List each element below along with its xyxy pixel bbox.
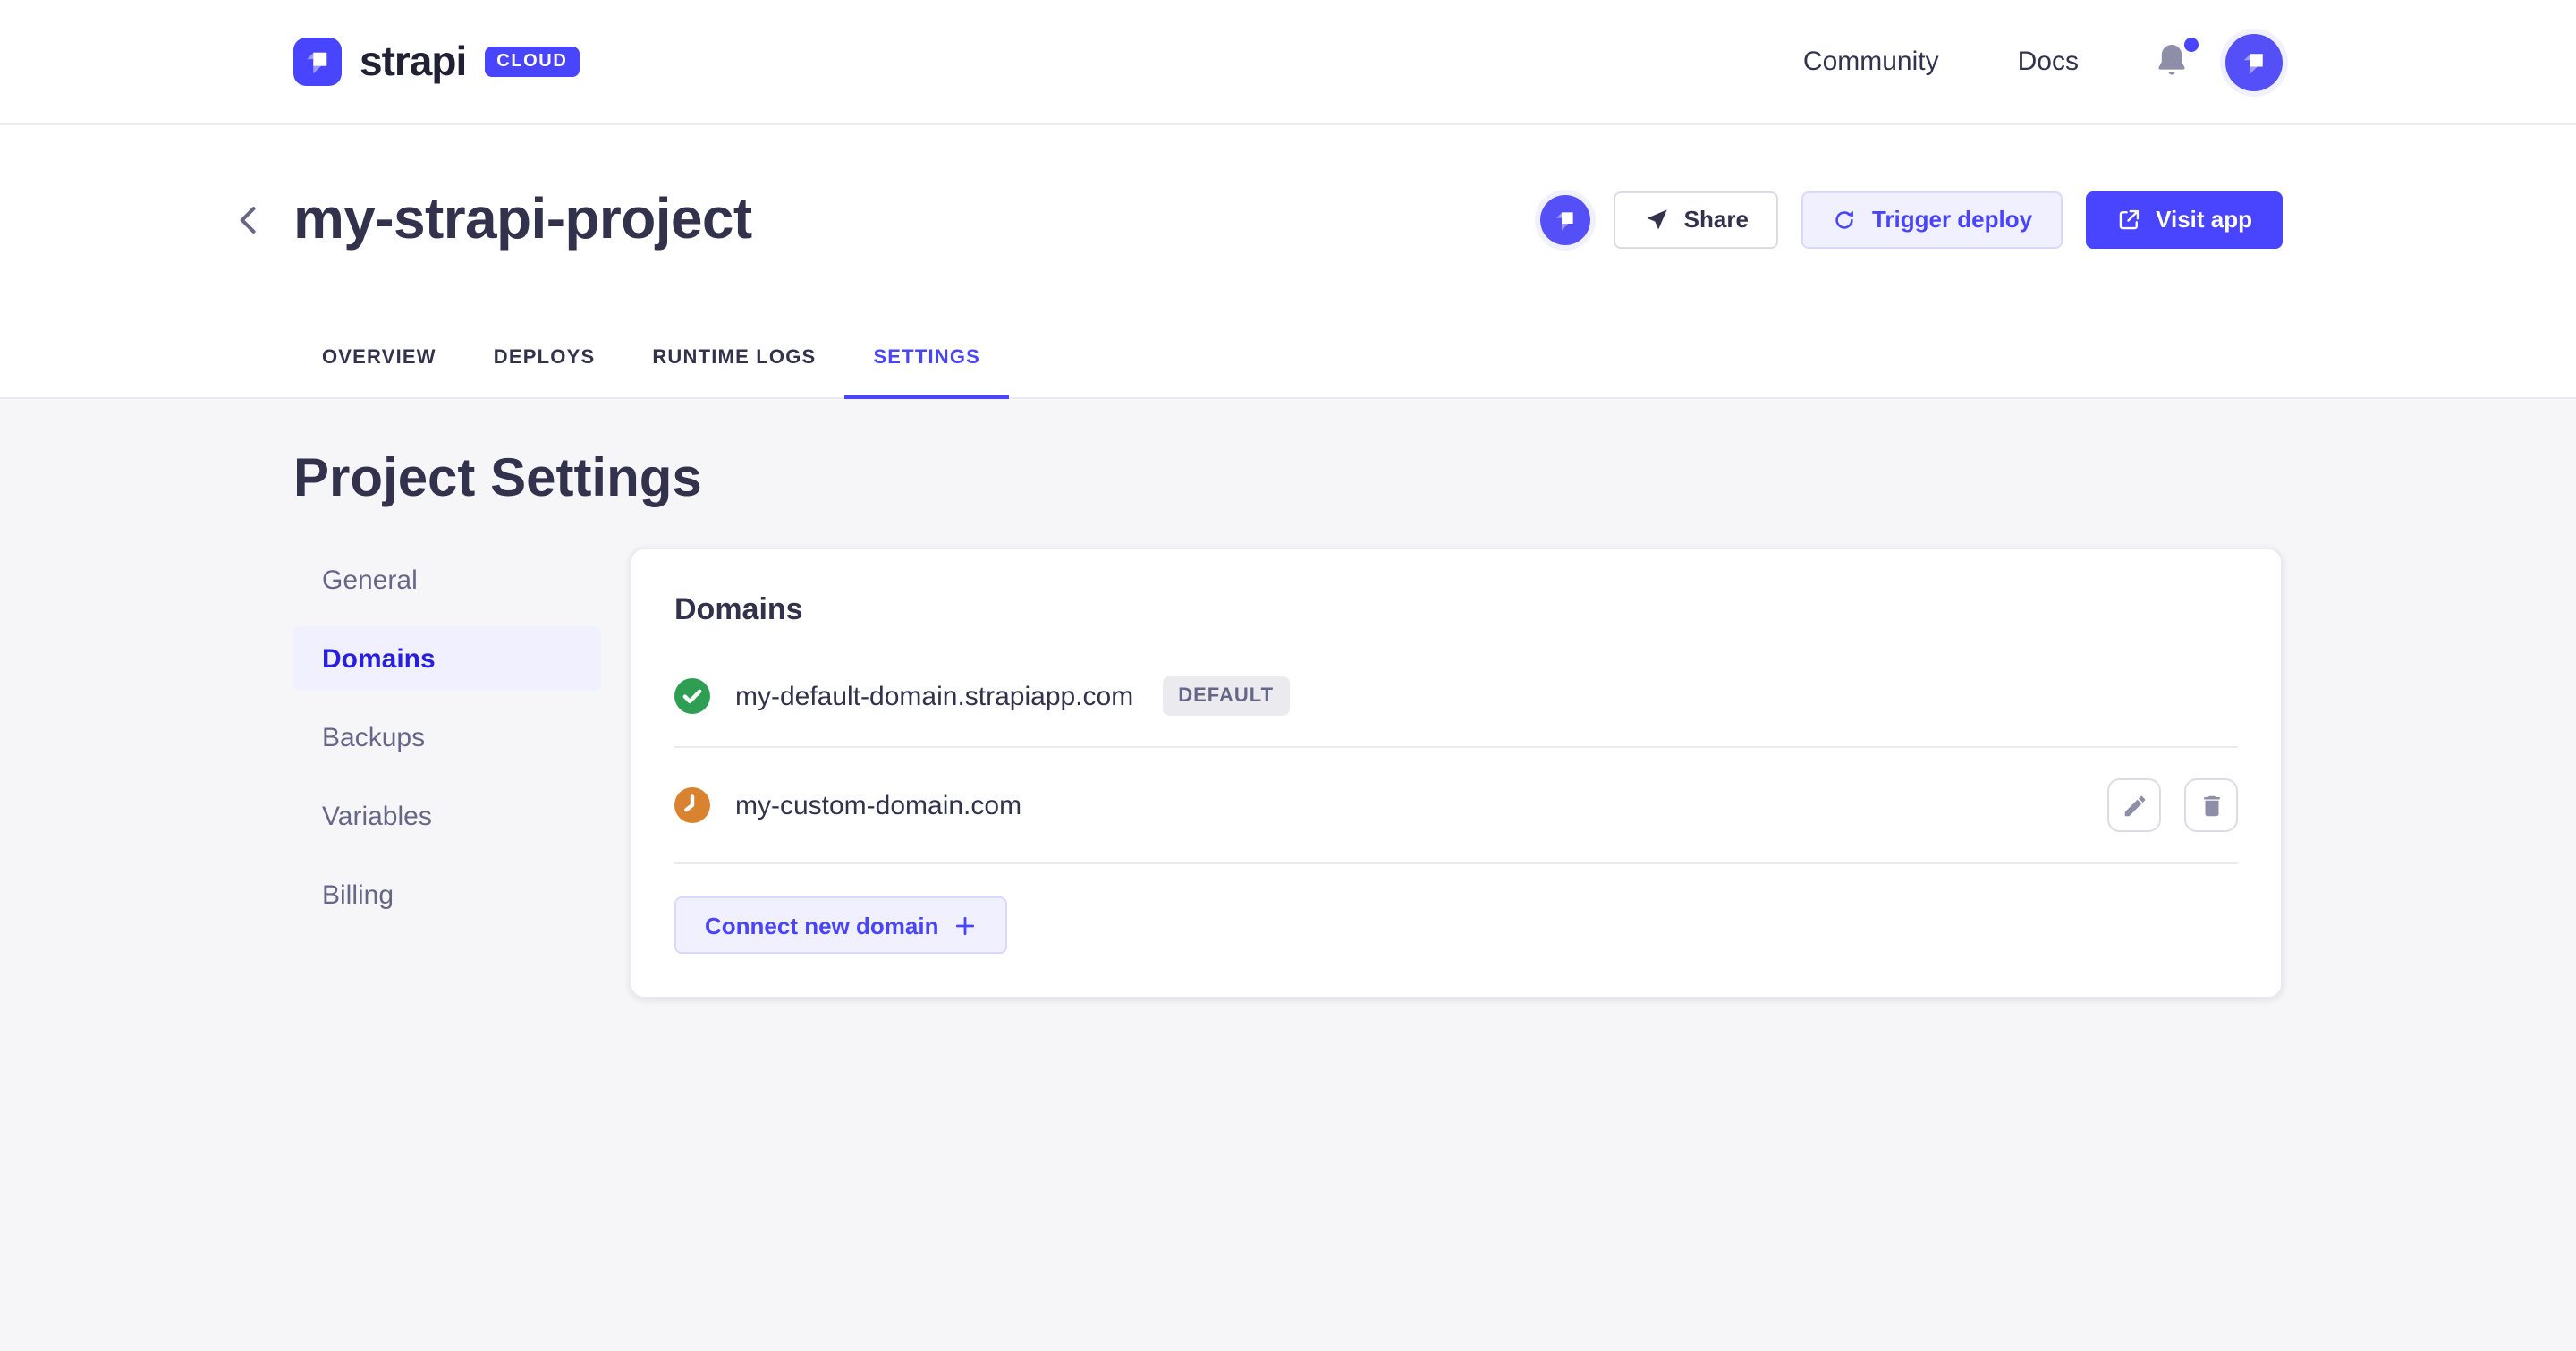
domain-name: my-default-domain.strapiapp.com [735, 681, 1134, 711]
share-label: Share [1683, 206, 1749, 233]
domain-row-default: my-default-domain.strapiapp.com DEFAULT [674, 646, 2238, 748]
nav-link-community[interactable]: Community [1802, 47, 1939, 77]
tab-settings[interactable]: SETTINGS [844, 329, 1010, 399]
settings-menu: General Domains Backups Variables Billin… [293, 548, 601, 927]
notifications-button[interactable] [2154, 37, 2199, 83]
edit-domain-button[interactable] [2107, 778, 2161, 832]
project-tabs: OVERVIEW DEPLOYS RUNTIME LOGS SETTINGS [293, 329, 2283, 399]
cloud-badge: CLOUD [484, 47, 580, 77]
refresh-icon [1836, 209, 1854, 228]
bell-icon [2158, 44, 2185, 74]
plus-icon [955, 915, 974, 935]
connect-new-domain-button[interactable]: Connect new domain [674, 896, 1007, 954]
tab-deploys[interactable]: DEPLOYS [493, 347, 596, 369]
settings-heading: Project Settings [293, 449, 702, 508]
avatar-strapi-icon [2243, 53, 2263, 73]
connect-new-domain-label: Connect new domain [705, 912, 939, 939]
menu-item-general[interactable]: General [322, 565, 418, 595]
external-link-icon [2119, 208, 2140, 229]
domain-actions [2107, 778, 2238, 832]
chevron-left-icon [240, 206, 256, 233]
trash-icon [2203, 794, 2219, 816]
notification-dot [2184, 37, 2199, 51]
user-avatar[interactable] [2225, 33, 2283, 90]
domains-card-title: Domains [674, 592, 803, 626]
avatar-strapi-icon [1556, 211, 1574, 230]
project-avatar[interactable] [1540, 194, 1591, 244]
menu-item-billing[interactable]: Billing [322, 879, 394, 910]
project-title: my-strapi-project [293, 186, 752, 251]
domain-row-custom: my-custom-domain.com [674, 748, 2238, 864]
delete-domain-button[interactable] [2184, 778, 2238, 832]
menu-item-domains[interactable]: Domains [293, 626, 601, 691]
settings-page: Project Settings General Domains Backups… [0, 399, 2576, 1351]
project-actions: Share Trigger deploy [1540, 191, 2283, 248]
send-icon [1648, 208, 1668, 229]
strapi-logo-icon [293, 38, 342, 86]
domain-name: my-custom-domain.com [735, 790, 1022, 820]
top-navbar: strapi CLOUD Community Docs [0, 0, 2576, 125]
menu-item-variables[interactable]: Variables [322, 801, 432, 831]
default-badge: DEFAULT [1162, 676, 1291, 716]
share-button[interactable]: Share [1614, 191, 1779, 248]
trigger-deploy-label: Trigger deploy [1871, 206, 2033, 233]
nav-link-docs[interactable]: Docs [2017, 47, 2079, 77]
visit-app-label: Visit app [2156, 206, 2252, 233]
strapi-cloud-logo[interactable]: strapi CLOUD [293, 38, 580, 86]
pencil-icon [2123, 794, 2145, 816]
tab-runtime-logs[interactable]: RUNTIME LOGS [652, 347, 817, 369]
visit-app-button[interactable]: Visit app [2086, 191, 2283, 248]
trigger-deploy-button[interactable]: Trigger deploy [1801, 191, 2063, 248]
menu-item-backups[interactable]: Backups [322, 722, 426, 752]
verified-check-icon [674, 678, 710, 714]
project-header: my-strapi-project Share [0, 125, 2576, 399]
pending-clock-icon [674, 787, 710, 823]
tab-overview[interactable]: OVERVIEW [322, 347, 436, 369]
domains-card: Domains my-default-domain.strapiapp.com … [630, 548, 2283, 998]
top-nav: Community Docs [1803, 33, 2283, 90]
brand-wordmark: strapi [360, 38, 467, 84]
back-button[interactable] [225, 196, 272, 242]
